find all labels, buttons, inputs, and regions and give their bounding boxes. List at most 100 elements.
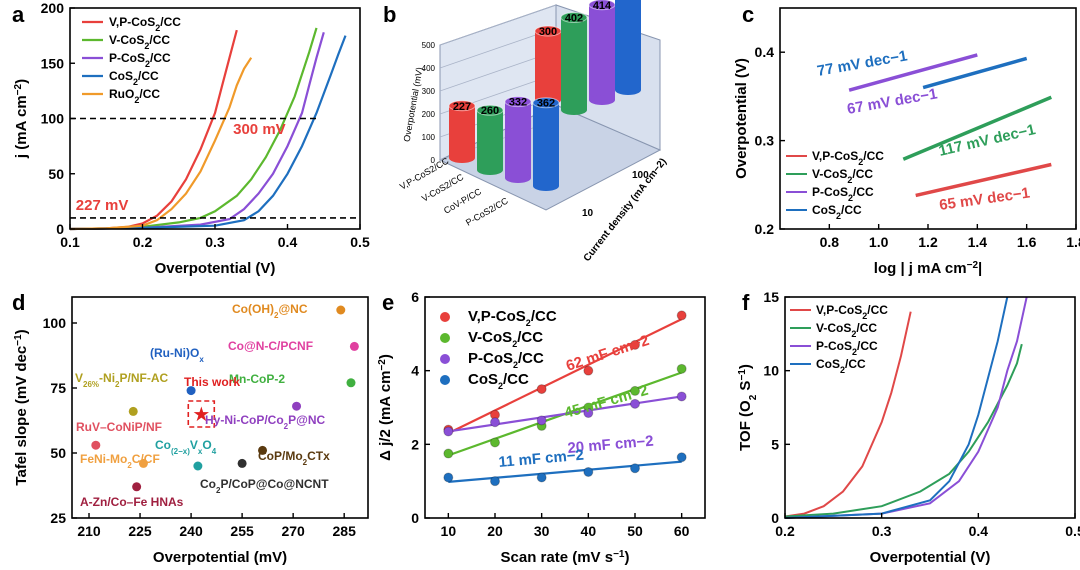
text-part: V,P-CoS: [816, 303, 862, 317]
text-part: ): [737, 364, 754, 369]
text-part: /CC: [518, 350, 544, 367]
text-part: CoS: [816, 357, 840, 371]
text-part: V-CoS: [812, 167, 847, 181]
point-label: Co2P/CoP@Co@NCNT: [200, 477, 329, 495]
text-part: 2: [513, 360, 518, 370]
series-line-a-3: [69, 35, 347, 231]
data-point: [630, 385, 640, 396]
panel-letter-f: f: [742, 290, 750, 315]
bar-100-2-base: [589, 95, 615, 105]
text-part: Hy-Ni-CoP/Co: [205, 413, 284, 427]
scatter-point: [237, 458, 247, 468]
x-axis-label: Overpotential (V): [155, 260, 276, 277]
text-part: Δ j/2 (mA cm: [377, 371, 394, 461]
y-axis-label: TOF (O2 S−1): [737, 364, 759, 451]
text-part: A-Zn/Co–Fe HNAs: [80, 495, 184, 509]
text-part: 2: [133, 77, 138, 87]
cd-tick-100: 100: [632, 170, 649, 181]
text-part: (2−x): [171, 447, 190, 456]
x-tick-label: 1.0: [869, 234, 889, 250]
text-part: O: [202, 438, 211, 452]
text-part: 2: [127, 461, 132, 470]
bar-100-3-base: [615, 85, 641, 95]
legend-label: V-CoS2/CC: [468, 329, 543, 349]
text-part: −1: [613, 549, 625, 560]
data-point: [583, 408, 594, 419]
legend-marker: [440, 375, 450, 385]
text-part: C/CF: [132, 452, 160, 466]
point-label: V26%-Ni2P/NF-AC: [75, 371, 168, 389]
scatter-point: [292, 401, 302, 411]
text-part: CoS: [468, 371, 498, 388]
bar-10-1-top: [476, 104, 504, 116]
text-part: V: [190, 438, 198, 452]
y-tick-label: 0: [771, 510, 779, 526]
text-part: P-CoS: [816, 339, 852, 353]
panel-a: 300 mV 227 mV 0.1 0.2 0.3 0.4 0.5 0 50 100 150 200 V…: [12, 0, 370, 277]
text-part: /CC: [517, 329, 543, 346]
x-tick-label: 240: [179, 523, 203, 539]
x-tick-label: 225: [128, 523, 152, 539]
bar-100-0: [535, 31, 561, 100]
text-part: 2: [115, 380, 120, 389]
legend-marker: [440, 354, 450, 364]
y-tick-label: 150: [41, 55, 65, 71]
tafel-line-3: [922, 56, 1028, 90]
text-part: 2: [858, 157, 863, 167]
text-part: V,P-CoS: [812, 149, 858, 163]
text-part: /CC: [160, 15, 181, 29]
text-part: −1: [737, 369, 748, 381]
z-gridline: [439, 4, 557, 46]
text-part: ): [624, 549, 629, 566]
data-point: [443, 448, 454, 459]
bar-10-2-base: [505, 173, 531, 183]
point-label: This work: [184, 375, 240, 389]
data-point: [443, 426, 454, 437]
text-part: 2: [851, 329, 856, 339]
text-part: 2: [852, 347, 857, 357]
text-part: /CC: [852, 167, 873, 181]
bar-10-0-top: [448, 100, 476, 112]
text-part: CoP/Mo: [258, 449, 303, 463]
text-part: Co(OH): [232, 302, 274, 316]
bar-100-1-top: [560, 12, 588, 24]
panel-letter-e: e: [382, 290, 394, 315]
text-part: ): [13, 329, 30, 334]
text-part: @NC: [278, 302, 307, 316]
point-label: Co(2−x)VxO4: [155, 438, 217, 456]
legend-label: V,P-CoS2/CC: [109, 15, 181, 33]
x-tick-label: 0.1: [60, 234, 80, 250]
scatter-point: [349, 341, 359, 351]
x-tick-label: 270: [281, 523, 305, 539]
bar-100-1-value-label: 402: [565, 13, 583, 25]
text-part: 2: [526, 318, 531, 328]
text-part: /CC: [531, 308, 557, 325]
y-tick-label: 15: [763, 289, 779, 305]
series-line-a-4: [69, 57, 253, 231]
y-tick-label: 25: [50, 510, 66, 526]
y-tick-label: 75: [50, 380, 66, 396]
point-label: Mn-CoP-2: [229, 372, 285, 386]
annotation-227mv: 227 mV: [76, 197, 129, 214]
bar-10-0-value-label: 227: [453, 101, 471, 113]
highlight-box: [187, 400, 216, 428]
legend-label: V-CoS2/CC: [109, 33, 170, 51]
tof-line-0: [784, 311, 912, 518]
fit-line-2: [448, 395, 682, 433]
x-axis-label: Overpotential (V): [870, 549, 991, 566]
text-part: P-CoS: [109, 51, 145, 65]
text-part: /CC: [867, 303, 888, 317]
text-part: ): [377, 354, 394, 359]
panel-letter-c: c: [742, 2, 754, 27]
bar-10-3-base: [533, 181, 559, 191]
text-part: V-CoS: [816, 321, 851, 335]
slope-label: 117 mV dec−1: [937, 121, 1037, 160]
x-tick-label: 0.2: [133, 234, 153, 250]
text-part: 4: [212, 447, 217, 456]
x-axis-label: Scan rate (mV s−1): [501, 549, 630, 567]
text-part: 2: [512, 339, 517, 349]
data-point: [676, 363, 687, 374]
x-axis-label: Overpotential (mV): [153, 549, 287, 566]
legend-label: V,P-CoS2/CC: [468, 308, 557, 328]
text-part: 2: [274, 311, 279, 320]
